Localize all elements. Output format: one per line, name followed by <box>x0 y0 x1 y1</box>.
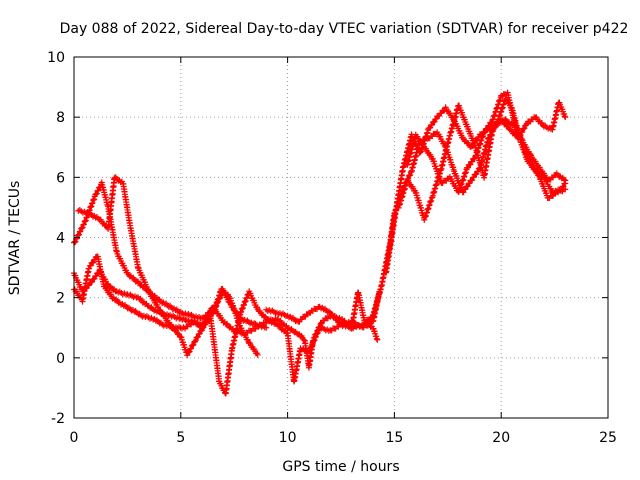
data-point <box>80 221 87 228</box>
x-tick-label: 20 <box>492 430 510 446</box>
data-point <box>313 330 320 337</box>
axis-ticks: 0 5 10 15 20 25 -2 0 2 4 6 8 10 <box>47 50 617 446</box>
series-7 <box>395 99 569 223</box>
data-point <box>562 177 569 184</box>
data-point <box>407 171 414 178</box>
data-point <box>165 303 172 310</box>
data-point <box>75 231 82 238</box>
data-point <box>145 286 152 293</box>
data-point <box>311 334 318 341</box>
data-point <box>314 327 321 334</box>
data-point <box>188 345 195 352</box>
x-axis-label: GPS time / hours <box>282 459 399 475</box>
data-point <box>535 172 542 179</box>
data-point <box>300 336 307 343</box>
data-point <box>263 324 270 331</box>
series-6 <box>382 104 569 276</box>
data-point <box>523 122 530 129</box>
series-4 <box>71 253 381 371</box>
data-points <box>71 89 569 397</box>
data-point <box>195 333 202 340</box>
x-tick-label: 0 <box>70 430 79 446</box>
data-point <box>199 325 206 332</box>
y-tick-label: 4 <box>56 231 65 247</box>
data-point <box>79 224 86 231</box>
y-tick-label: 10 <box>47 50 65 66</box>
data-point <box>190 341 197 348</box>
x-tick-label: 10 <box>279 430 297 446</box>
data-point <box>254 351 261 358</box>
data-point <box>191 338 198 345</box>
data-point <box>243 318 250 325</box>
data-point <box>316 323 323 330</box>
data-point <box>374 336 381 343</box>
y-tick-label: 6 <box>56 170 65 186</box>
data-point <box>325 308 332 315</box>
data-point <box>318 320 325 327</box>
data-point <box>77 228 84 235</box>
data-point <box>310 337 317 344</box>
y-axis-label: SDTVAR / TECUs <box>7 181 23 296</box>
data-point <box>562 186 569 193</box>
series-2 <box>75 174 261 359</box>
data-point <box>184 352 191 359</box>
y-tick-label: 8 <box>56 110 65 126</box>
x-tick-label: 5 <box>176 430 185 446</box>
data-point <box>561 176 568 183</box>
data-point <box>73 235 80 242</box>
data-point <box>207 308 214 315</box>
data-point <box>192 337 199 344</box>
data-point <box>200 322 207 329</box>
data-point <box>72 238 79 245</box>
data-point <box>186 348 193 355</box>
x-tick-label: 25 <box>599 430 617 446</box>
y-tick-label: 0 <box>56 351 65 367</box>
grid-lines <box>74 57 608 418</box>
y-tick-label: -2 <box>51 411 65 427</box>
data-point <box>127 306 134 313</box>
data-point <box>196 330 203 337</box>
y-tick-label: 2 <box>56 291 65 307</box>
x-tick-label: 15 <box>385 430 403 446</box>
series-3 <box>71 267 383 397</box>
data-point <box>93 190 100 197</box>
data-point <box>527 157 534 164</box>
chart-title: Day 088 of 2022, Sidereal Day-to-day VTE… <box>60 21 629 37</box>
data-point <box>204 315 211 322</box>
data-point <box>206 311 213 318</box>
data-point <box>521 125 528 132</box>
data-point <box>95 187 102 194</box>
data-point <box>202 318 209 325</box>
series-8 <box>404 89 569 201</box>
data-point <box>562 114 569 121</box>
